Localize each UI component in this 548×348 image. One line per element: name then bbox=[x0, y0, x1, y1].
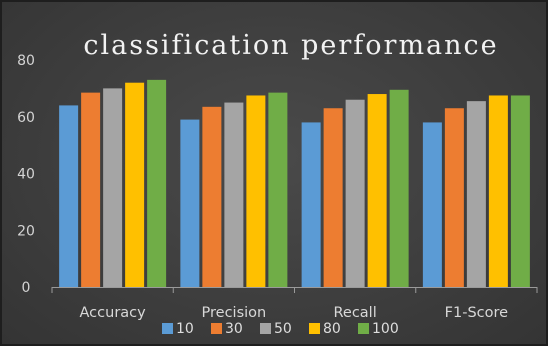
legend-swatch bbox=[358, 323, 369, 334]
bar-precision-80 bbox=[246, 95, 266, 287]
chart-title: classification performance bbox=[83, 30, 498, 61]
y-tick-label: 40 bbox=[17, 167, 35, 183]
bar-recall-50 bbox=[345, 99, 365, 287]
x-category-label: Accuracy bbox=[80, 305, 147, 321]
x-category-label: F1-Score bbox=[445, 305, 508, 321]
y-axis-ticks: 0 20 40 60 80 bbox=[17, 53, 35, 296]
bar-recall-30 bbox=[323, 108, 343, 287]
legend: 10 30 50 80 100 bbox=[162, 321, 399, 337]
x-category-label: Precision bbox=[202, 305, 267, 321]
legend-swatch bbox=[260, 323, 271, 334]
x-category-label: Recall bbox=[333, 305, 376, 321]
y-tick-label: 0 bbox=[22, 280, 31, 296]
legend-swatch bbox=[309, 323, 320, 334]
y-tick-label: 80 bbox=[17, 53, 35, 69]
bar-accuracy-30 bbox=[81, 92, 101, 287]
bar-precision-10 bbox=[180, 119, 200, 288]
bar-accuracy-50 bbox=[103, 88, 123, 287]
bar-precision-30 bbox=[202, 106, 222, 287]
legend-label: 10 bbox=[176, 321, 194, 337]
bar-recall-80 bbox=[367, 94, 387, 287]
bar-precision-100 bbox=[268, 92, 288, 287]
bars-group bbox=[59, 79, 530, 288]
bar-f1-score-10 bbox=[422, 122, 442, 287]
y-tick-label: 20 bbox=[17, 223, 35, 239]
legend-swatch bbox=[162, 323, 173, 334]
bar-accuracy-10 bbox=[59, 105, 79, 288]
bar-recall-100 bbox=[389, 89, 409, 287]
bar-accuracy-100 bbox=[147, 79, 167, 287]
bar-f1-score-50 bbox=[466, 101, 486, 287]
y-tick-label: 60 bbox=[17, 110, 35, 126]
x-axis: Accuracy Precision Recall F1-Score bbox=[51, 287, 538, 321]
legend-label: 30 bbox=[225, 321, 243, 337]
bar-recall-10 bbox=[301, 122, 321, 287]
bar-f1-score-100 bbox=[510, 95, 530, 287]
legend-label: 100 bbox=[372, 321, 399, 337]
bar-f1-score-30 bbox=[444, 108, 464, 287]
bar-f1-score-80 bbox=[488, 95, 508, 287]
bar-accuracy-80 bbox=[125, 82, 145, 287]
legend-swatch bbox=[211, 323, 222, 334]
bar-precision-50 bbox=[224, 102, 244, 287]
legend-label: 80 bbox=[323, 321, 341, 337]
legend-label: 50 bbox=[274, 321, 292, 337]
